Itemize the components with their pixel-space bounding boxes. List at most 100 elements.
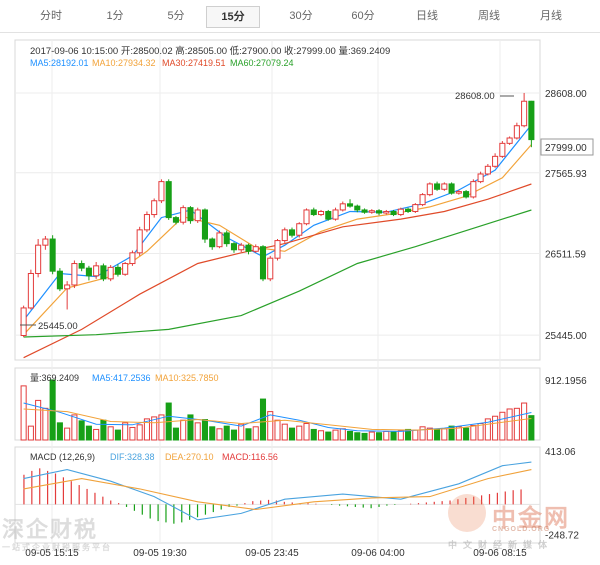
- volume-bar: [368, 431, 375, 441]
- high-annotation: 28608.00: [455, 91, 495, 102]
- ma10-info: MA10:27934.32: [92, 58, 156, 68]
- volume-bar: [521, 402, 528, 441]
- volume-bar: [143, 418, 150, 441]
- candle-body: [310, 209, 317, 216]
- candle-body: [100, 265, 107, 280]
- candle-body: [419, 194, 426, 206]
- ohlc-info: 2017-09-06 10:15:00 开:28500.02 高:28505.0…: [30, 45, 390, 57]
- candle-body: [209, 238, 216, 248]
- candle-body: [499, 142, 506, 157]
- volume-bar: [267, 411, 274, 441]
- ma5-line: [23, 124, 532, 321]
- volume-bar: [426, 427, 433, 441]
- candle-body: [288, 229, 296, 236]
- volume-bar: [20, 385, 27, 441]
- volume-bar: [470, 424, 477, 441]
- time-tick-label: 09-05 23:45: [245, 548, 299, 559]
- volume-info: 量:369.2409: [30, 373, 79, 383]
- candle-body: [528, 100, 535, 141]
- candle-body: [252, 246, 259, 252]
- tab-6[interactable]: 日线: [416, 10, 438, 22]
- volume-bar: [361, 432, 368, 441]
- candle-body: [136, 229, 143, 254]
- volume-bar: [35, 399, 42, 441]
- volume-bar: [27, 425, 34, 441]
- price-tick-label: 28608.00: [545, 89, 587, 100]
- time-tick-label: 09-05 19:30: [133, 548, 187, 559]
- macd-tick-label: -248.72: [545, 530, 579, 541]
- volume-bar: [310, 428, 317, 441]
- candle-body: [35, 244, 42, 274]
- candle-body: [332, 209, 339, 220]
- volume-bar: [317, 430, 325, 441]
- tab-0[interactable]: 分时: [40, 10, 62, 22]
- volume-bar: [93, 428, 100, 441]
- candle-body: [194, 209, 201, 222]
- candle-body: [42, 238, 49, 246]
- volume-bar: [441, 428, 448, 441]
- ma30-line: [23, 183, 532, 359]
- candle-body: [143, 214, 150, 231]
- candle-body: [259, 246, 267, 280]
- volume-bar: [172, 427, 179, 441]
- volume-bar: [64, 427, 71, 441]
- volume-bar: [513, 407, 520, 441]
- price-tick-label: 27565.93: [545, 169, 587, 180]
- candle-body: [281, 229, 288, 242]
- ma5-info: MA5:28192.01: [30, 58, 89, 68]
- candle-body: [492, 155, 499, 167]
- volume-bar: [209, 426, 216, 441]
- tab-8[interactable]: 月线: [540, 10, 562, 22]
- tab-4[interactable]: 30分: [289, 10, 313, 22]
- volume-bar: [56, 422, 63, 441]
- volume-bar: [194, 422, 201, 441]
- candle-body: [122, 263, 129, 275]
- volume-bar: [259, 398, 267, 441]
- volume-bar: [42, 407, 49, 441]
- tab-2[interactable]: 5分: [167, 10, 185, 22]
- volume-bar: [230, 429, 238, 441]
- candle-body: [216, 232, 223, 248]
- volume-bar: [216, 428, 223, 441]
- tab-7[interactable]: 周线: [478, 10, 500, 22]
- volume-bar: [405, 428, 412, 441]
- candle-body: [354, 205, 361, 211]
- macd-value-info: MACD:116.56: [222, 452, 278, 462]
- volume-bar: [390, 431, 397, 441]
- tab-3[interactable]: 15分: [206, 6, 260, 28]
- volume-ma10-line: [23, 408, 532, 431]
- volume-bar: [187, 414, 194, 441]
- current-price-box: [540, 138, 594, 156]
- candle-body: [85, 267, 92, 277]
- volume-bar: [484, 418, 491, 441]
- candle-body: [230, 243, 238, 251]
- candle-body: [463, 191, 470, 198]
- volume-bar: [528, 415, 535, 441]
- candle-body: [383, 210, 390, 214]
- ma30-info: MA30:27419.51: [162, 58, 226, 68]
- period-tabs: 分时 1分 5分 15分 30分 60分 日线 周线 月线: [0, 0, 600, 33]
- candle-body: [56, 270, 63, 290]
- volume-bar: [296, 425, 303, 441]
- candle-body: [129, 252, 136, 265]
- candle-body: [405, 208, 412, 212]
- time-tick-label: 09-06 04:00: [351, 548, 405, 559]
- candle-body: [339, 203, 346, 211]
- candle-body: [448, 183, 455, 194]
- candle-body: [238, 244, 245, 251]
- volume-bar: [274, 419, 281, 441]
- volume-bar: [455, 426, 462, 441]
- tab-1[interactable]: 1分: [106, 10, 124, 22]
- price-panel: [14, 39, 541, 361]
- price-tick-label: 25445.00: [545, 331, 587, 342]
- candle-body: [484, 165, 491, 175]
- volume-bar: [434, 428, 441, 441]
- candle-body: [390, 210, 397, 216]
- tab-5[interactable]: 60分: [351, 10, 375, 22]
- volume-bar: [492, 415, 499, 441]
- volume-bar: [245, 428, 252, 441]
- candle-body: [93, 265, 100, 277]
- volume-bar: [506, 408, 513, 441]
- volume-bar: [238, 423, 245, 441]
